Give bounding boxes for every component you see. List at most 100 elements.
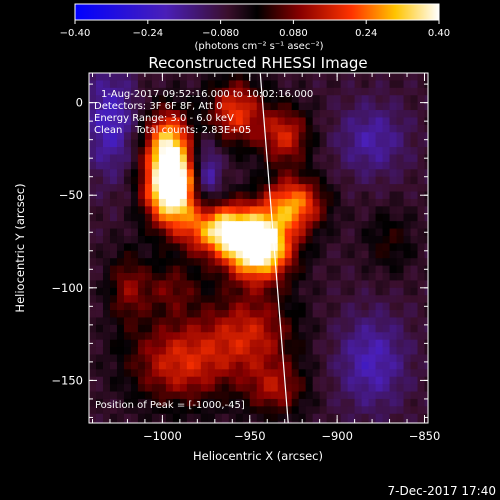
heatmap-cell xyxy=(410,391,419,400)
heatmap-cell xyxy=(221,124,230,133)
heatmap-cell xyxy=(326,265,335,274)
heatmap-cell xyxy=(102,317,111,326)
heatmap-cell xyxy=(403,228,412,237)
heatmap-cell xyxy=(179,110,188,119)
heatmap-cell xyxy=(228,302,237,311)
heatmap-cell xyxy=(305,132,314,141)
heatmap-cell xyxy=(151,80,160,89)
heatmap-cell xyxy=(298,206,307,215)
heatmap-cell xyxy=(130,324,139,333)
heatmap-cell xyxy=(207,206,216,215)
heatmap-cell xyxy=(424,87,428,96)
heatmap-cell xyxy=(214,235,223,244)
heatmap-cell xyxy=(89,406,97,415)
heatmap-cell xyxy=(144,110,153,119)
heatmap-cell xyxy=(130,110,139,119)
heatmap-cell xyxy=(158,265,167,274)
heatmap-cell xyxy=(347,161,356,170)
heatmap-cell xyxy=(200,369,209,378)
heatmap-cell xyxy=(417,317,426,326)
heatmap-cell xyxy=(102,398,111,407)
heatmap-cell xyxy=(151,124,160,133)
heatmap-cell xyxy=(291,124,300,133)
heatmap-cell xyxy=(389,317,398,326)
heatmap-cell xyxy=(403,235,412,244)
heatmap-cell xyxy=(340,102,349,111)
heatmap-cell xyxy=(368,132,377,141)
heatmap-cell xyxy=(284,176,293,185)
heatmap-cell xyxy=(361,391,370,400)
heatmap-cell xyxy=(277,347,286,356)
heatmap-cell xyxy=(417,265,426,274)
heatmap-cell xyxy=(95,280,104,289)
heatmap-cell xyxy=(368,273,377,282)
heatmap-cell xyxy=(130,384,139,393)
heatmap-cell xyxy=(256,80,265,89)
heatmap-cell xyxy=(102,369,111,378)
heatmap-cell xyxy=(333,139,342,148)
heatmap-cell xyxy=(270,213,279,222)
heatmap-cell xyxy=(382,191,391,200)
heatmap-cell xyxy=(312,273,321,282)
heatmap-cell xyxy=(109,295,118,304)
heatmap-cell xyxy=(186,250,195,259)
heatmap-cell xyxy=(179,250,188,259)
heatmap-cell xyxy=(305,213,314,222)
heatmap-cell xyxy=(361,73,370,82)
heatmap-cell xyxy=(109,361,118,370)
heatmap-cell xyxy=(221,376,230,385)
heatmap-cell xyxy=(123,147,132,156)
heatmap-cell xyxy=(235,147,244,156)
heatmap-cell xyxy=(200,228,209,237)
heatmap-cell xyxy=(326,258,335,267)
heatmap-cell xyxy=(291,361,300,370)
heatmap-cell xyxy=(151,198,160,207)
heatmap-cell xyxy=(263,117,272,126)
heatmap-cell xyxy=(200,265,209,274)
heatmap-cell xyxy=(291,258,300,267)
heatmap-cell xyxy=(165,95,174,104)
heatmap-cell xyxy=(221,265,230,274)
heatmap-cell xyxy=(389,243,398,252)
heatmap-cell xyxy=(375,221,384,230)
heatmap-cell xyxy=(123,206,132,215)
heatmap-cell xyxy=(291,213,300,222)
heatmap-cell xyxy=(396,154,405,163)
heatmap-cell xyxy=(347,317,356,326)
heatmap-cell xyxy=(179,384,188,393)
heatmap-cell xyxy=(284,206,293,215)
heatmap-cell xyxy=(214,191,223,200)
heatmap-cell xyxy=(326,73,335,82)
heatmap-cell xyxy=(347,147,356,156)
heatmap-cell xyxy=(263,169,272,178)
heatmap-cell xyxy=(165,250,174,259)
heatmap-cell xyxy=(214,384,223,393)
heatmap-cell xyxy=(102,198,111,207)
heatmap-cell xyxy=(277,184,286,193)
heatmap-cell xyxy=(361,302,370,311)
heatmap-cell xyxy=(137,376,146,385)
heatmap-cell xyxy=(382,132,391,141)
heatmap-cell xyxy=(235,406,244,415)
heatmap-cell xyxy=(354,280,363,289)
heatmap-cell xyxy=(109,80,118,89)
heatmap-cell xyxy=(298,110,307,119)
heatmap-cell xyxy=(326,161,335,170)
heatmap-cell xyxy=(403,139,412,148)
heatmap-cell xyxy=(291,310,300,319)
heatmap-cell xyxy=(179,287,188,296)
heatmap-cell xyxy=(354,287,363,296)
heatmap-cell xyxy=(102,221,111,230)
heatmap-cell xyxy=(102,391,111,400)
heatmap-cell xyxy=(158,87,167,96)
heatmap-cell xyxy=(172,369,181,378)
heatmap-cell xyxy=(242,147,251,156)
heatmap-cell xyxy=(382,347,391,356)
heatmap-cell xyxy=(368,243,377,252)
heatmap-cell xyxy=(375,191,384,200)
heatmap-cell xyxy=(137,398,146,407)
heatmap-cell xyxy=(424,124,428,133)
heatmap-cell xyxy=(424,421,428,423)
heatmap-cell xyxy=(242,221,251,230)
heatmap-cell xyxy=(193,117,202,126)
